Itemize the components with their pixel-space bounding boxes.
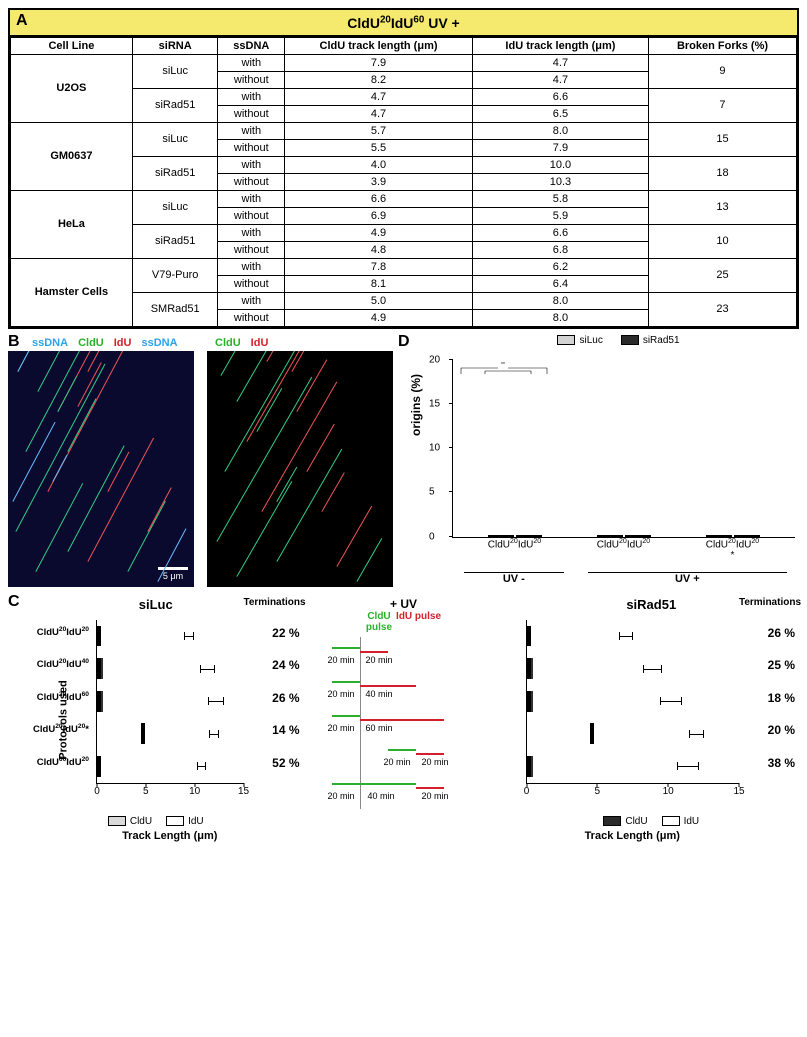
siluc-chart: Protocols used 05101522 %CldU20IdU2024 %… xyxy=(96,614,244,814)
x-axis-label: Track Length (μm) xyxy=(526,830,740,842)
micrograph-2 xyxy=(207,351,393,587)
panel-d-chart: D siLucsiRad51 origins (%) ** 05101520 C… xyxy=(408,335,799,587)
chart-legend: CldUIdU xyxy=(504,816,800,827)
panel-c: C siLuc Terminations Protocols used 0510… xyxy=(8,597,799,827)
panel-a-label: A xyxy=(16,12,28,30)
protocol-diagram: + UV CldU pulseIdU pulse 20 min20 min20 … xyxy=(310,597,498,827)
y-axis-label: origins (%) xyxy=(409,374,423,436)
data-table: Cell LinesiRNAssDNACldU track length (μm… xyxy=(10,37,797,327)
chart-axes: ** 05101520 xyxy=(452,360,795,538)
chart-legend: siLucsiRad51 xyxy=(438,335,799,346)
proto-title: + UV xyxy=(310,597,498,611)
micro-legend-2: CldUIdU xyxy=(215,337,400,349)
x-axis-label: Track Length (μm) xyxy=(96,830,244,842)
panel-b-label: B xyxy=(8,333,20,351)
panel-d-label: D xyxy=(398,333,410,351)
terminations-label: Terminations xyxy=(243,597,305,608)
micrograph-1: 5 μm xyxy=(8,351,194,587)
uv-labels: UV -UV + xyxy=(452,572,799,585)
panel-b-microscopy: B ssDNACldUIdUssDNA 5 μm CldUIdU xyxy=(8,335,400,587)
terminations-label: Terminations xyxy=(739,597,801,608)
micro-legend-1: ssDNACldUIdUssDNA xyxy=(32,337,201,349)
chart-legend: CldUIdU xyxy=(8,816,304,827)
panel-a-header: A CldU20IdU60 UV + xyxy=(10,10,797,37)
panel-a-table: A CldU20IdU60 UV + Cell LinesiRNAssDNACl… xyxy=(8,8,799,329)
sirad51-chart: 05101526 %25 %18 %20 %38 % Track Length … xyxy=(526,614,740,814)
